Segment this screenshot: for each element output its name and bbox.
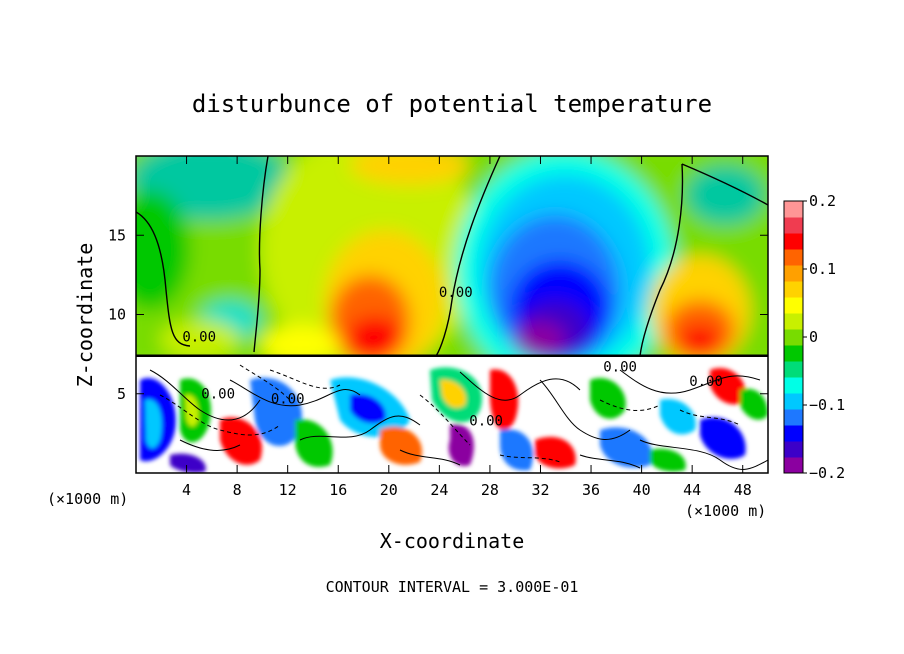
x-unit-left: (×1000 m) [47,490,128,508]
contour-label: 0.00 [469,413,503,429]
colorbar-cell [784,393,803,410]
colorbar-cell [784,441,803,458]
colorbar-tick-label: −0.2 [809,464,845,482]
colorbar-cell [784,249,803,266]
y-axis-label: Z-coordinate [73,243,97,388]
y-axis: 5 10 15 [108,226,768,403]
upper-contours [136,156,768,357]
contour-label: 0.00 [689,374,723,390]
colorbar-tick-label: 0.1 [809,260,836,278]
colorbar-cell [784,313,803,330]
colorbar-cell [784,217,803,234]
x-tick-label: 40 [633,481,651,499]
colorbar-ticks: 0.2 0.1 0 −0.1 −0.2 [803,192,845,482]
x-axis-label: X-coordinate [380,529,525,553]
x-tick-label: 36 [582,481,600,499]
colorbar-cell [784,233,803,250]
colorbar-cell [784,329,803,346]
colorbar-cell [784,425,803,442]
colorbar-tick-label: 0 [809,328,818,346]
colorbar-cell [784,297,803,314]
chart-title: disturbunce of potential temperature [192,90,712,118]
upper-field [136,156,768,390]
colorbar-cell [784,201,803,218]
colorbar-cell [784,361,803,378]
contour-labels: 0.00 0.00 0.00 0.00 0.00 0.00 0.00 [182,285,723,429]
colorbar-cell [784,265,803,282]
x-tick-label: 16 [329,481,347,499]
colorbar-cell [784,409,803,426]
y-tick-label: 5 [117,385,126,403]
colorbar-tick-label: 0.2 [809,192,836,210]
x-tick-label: 48 [734,481,752,499]
colorbar-cell [784,345,803,362]
colorbar-tick-label: −0.1 [809,396,845,414]
colorbar: 0.2 0.1 0 −0.1 −0.2 [783,192,845,482]
colorbar-cells [784,201,803,474]
y-tick-label: 10 [108,306,126,324]
plot-area: 0.00 0.00 0.00 0.00 0.00 0.00 0.00 [136,156,768,473]
x-axis: 4 8 12 16 20 24 28 32 36 40 44 48 [182,156,752,499]
lower-field [136,357,768,473]
contour-label: 0.00 [271,391,305,407]
y-tick-label: 15 [108,226,126,244]
contour-label: 0.00 [182,329,216,345]
x-tick-label: 32 [531,481,549,499]
x-unit-right: (×1000 m) [685,502,766,520]
x-tick-label: 8 [233,481,242,499]
contour-label: 0.00 [201,387,235,403]
contour-label: 0.00 [603,360,637,376]
contour-interval-note: CONTOUR INTERVAL = 3.000E-01 [326,578,579,596]
x-tick-label: 20 [380,481,398,499]
x-tick-label: 44 [683,481,701,499]
contour-label: 0.00 [439,285,473,301]
colorbar-cell [784,281,803,298]
colorbar-cell [784,457,803,474]
x-tick-label: 4 [182,481,191,499]
colorbar-cell [784,377,803,394]
x-tick-label: 28 [481,481,499,499]
x-tick-label: 24 [430,481,448,499]
x-tick-label: 12 [279,481,297,499]
